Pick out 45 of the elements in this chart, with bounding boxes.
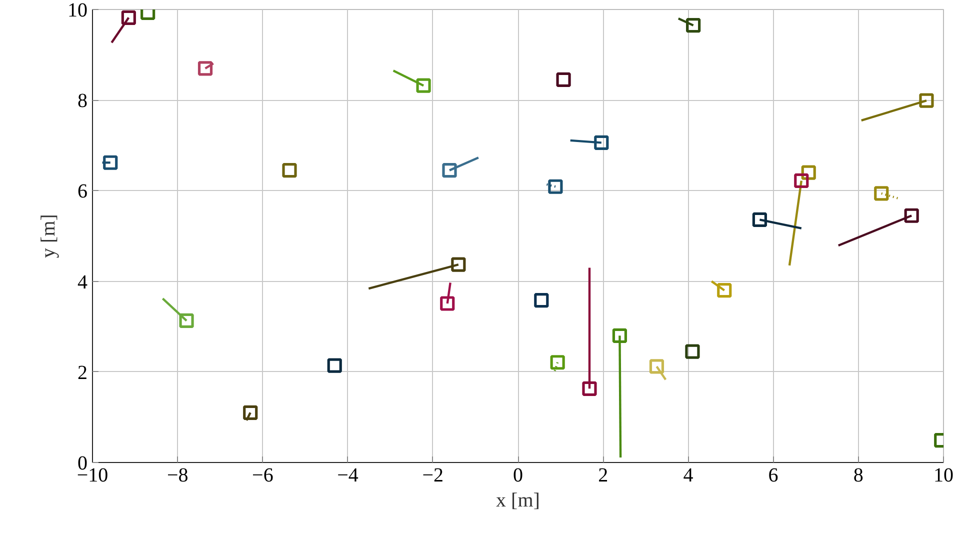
point [649, 359, 664, 374]
point [416, 78, 431, 93]
point [451, 257, 466, 272]
point [440, 296, 455, 311]
point [919, 93, 934, 108]
x-axis-title: x [m] [496, 490, 540, 512]
point [198, 61, 213, 76]
point [179, 313, 194, 328]
point [582, 381, 597, 396]
point [904, 208, 919, 223]
y-tick-label: 2 [78, 362, 88, 384]
x-tick-label: −8 [166, 464, 188, 486]
point [548, 179, 563, 194]
point [612, 328, 627, 343]
x-tick-label: 4 [683, 464, 694, 486]
point [717, 283, 732, 298]
point [121, 10, 136, 25]
x-tick-label: −2 [422, 464, 444, 486]
point [794, 173, 809, 188]
x-tick-label: 10 [934, 464, 954, 486]
x-tick-label: −6 [252, 464, 274, 486]
point [534, 293, 549, 308]
point [327, 358, 342, 373]
point [752, 212, 767, 227]
point [550, 355, 565, 370]
point [801, 165, 816, 180]
point [556, 72, 571, 88]
point [442, 163, 457, 178]
point [594, 135, 609, 150]
x-tick-label: 2 [598, 464, 608, 486]
x-tick-label: −4 [337, 464, 358, 486]
y-tick-label: 4 [78, 271, 88, 294]
y-tick-label: 6 [78, 180, 88, 203]
y-tick-label: 10 [68, 0, 88, 22]
point [686, 18, 701, 33]
y-tick-label: 8 [78, 90, 88, 112]
x-tick-label: 0 [513, 464, 523, 486]
x-tick-label: 8 [853, 464, 864, 486]
point [103, 155, 118, 170]
point [874, 186, 889, 201]
y-axis-title: y [m] [38, 214, 60, 258]
point [243, 405, 258, 420]
point [685, 344, 700, 359]
x-tick-label: 6 [768, 464, 778, 486]
point [282, 163, 297, 178]
